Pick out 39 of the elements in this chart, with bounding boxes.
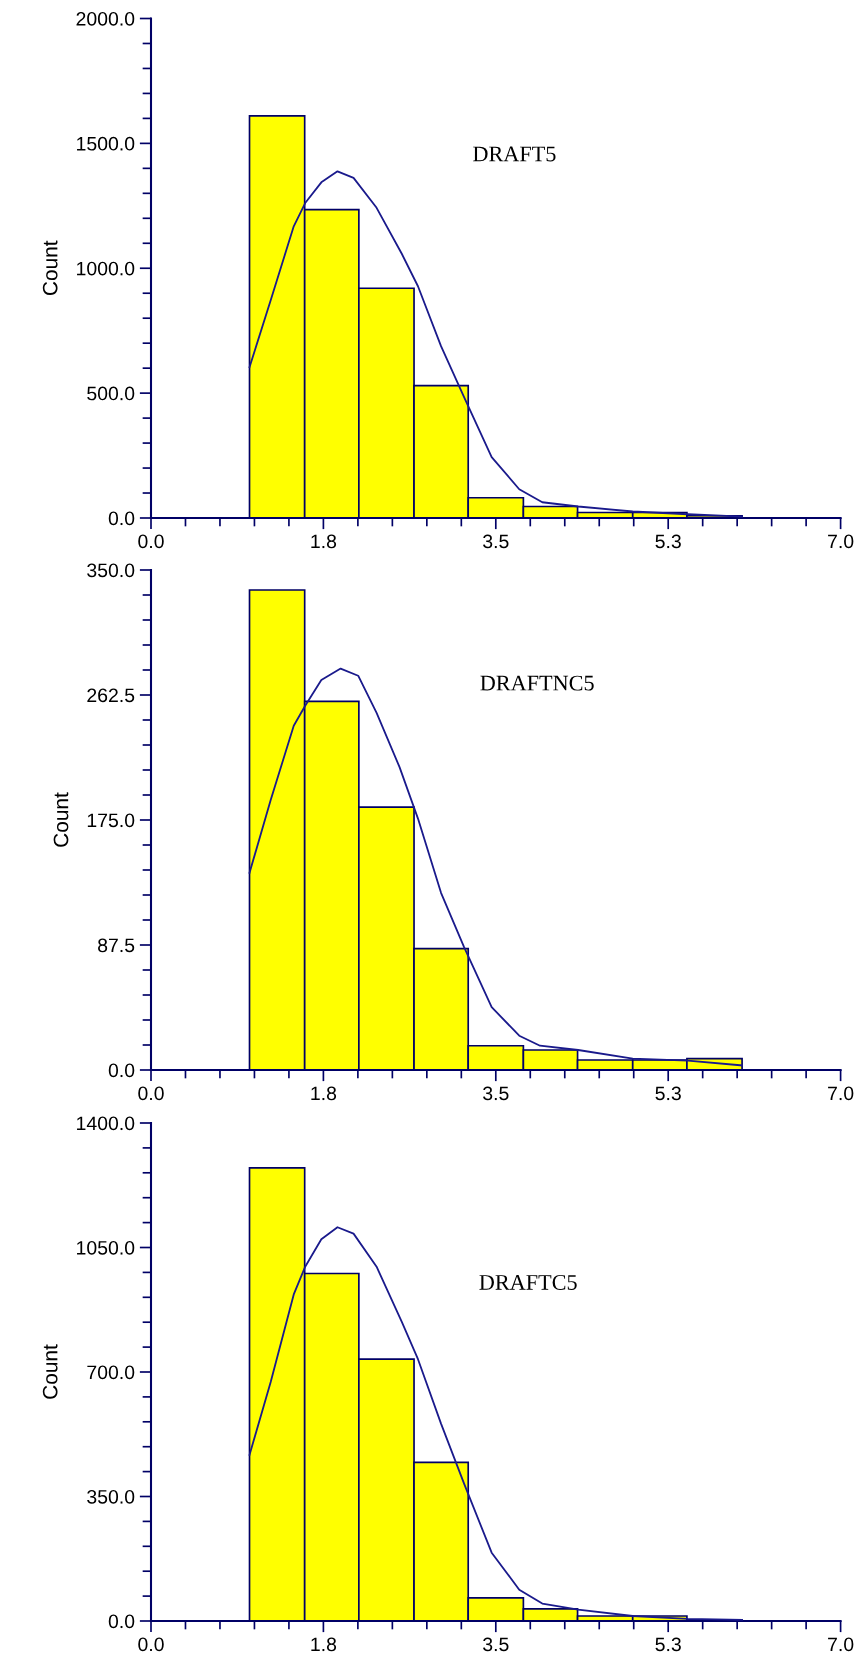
y-tick-label: 0.0 bbox=[108, 1614, 135, 1629]
text: DRAFTC5 bbox=[479, 1274, 577, 1290]
x-tick-label: 0.0 bbox=[138, 534, 164, 549]
y-tick-label: 87.5 bbox=[98, 938, 135, 953]
y-tick-label: 262.5 bbox=[87, 688, 135, 703]
y-tick-label: 1400.0 bbox=[77, 1116, 135, 1131]
x-tick-label: 1.8 bbox=[311, 534, 337, 549]
line-series bbox=[248, 170, 743, 518]
x-tick-label: 0.0 bbox=[138, 1637, 164, 1652]
y-tick-label: 1050.0 bbox=[77, 1240, 135, 1255]
y-tick-label: 700.0 bbox=[87, 1365, 135, 1380]
x-tick-label: 1.8 bbox=[311, 1637, 337, 1652]
x-tick-label: 1.8 bbox=[311, 1086, 337, 1101]
text: DRAFT5 bbox=[473, 146, 556, 162]
y-tick-label: 350.0 bbox=[87, 1489, 135, 1504]
x-tick-label: 7.0 bbox=[828, 1637, 854, 1652]
y-axis-title: Count bbox=[42, 240, 58, 295]
y-tick-label: 0.0 bbox=[108, 1063, 135, 1078]
y-tick-label: 350.0 bbox=[87, 563, 135, 578]
x-tick-label: 3.5 bbox=[483, 1086, 509, 1101]
x-tick-label: 5.3 bbox=[655, 534, 681, 549]
x-tick-label: 3.5 bbox=[483, 1637, 509, 1652]
x-tick-label: 5.3 bbox=[655, 1086, 681, 1101]
y-tick-label: 1500.0 bbox=[77, 136, 135, 151]
y-axis-title: Count bbox=[53, 792, 69, 847]
x-tick-label: 3.5 bbox=[483, 534, 509, 549]
y-tick-label: 500.0 bbox=[87, 386, 135, 401]
x-tick-label: 7.0 bbox=[828, 534, 854, 549]
y-tick-label: 1000.0 bbox=[77, 261, 135, 276]
y-tick-label: 175.0 bbox=[87, 813, 135, 828]
x-tick-label: 7.0 bbox=[828, 1086, 854, 1101]
y-tick-label: 0.0 bbox=[108, 511, 135, 526]
y-axis-title: Count bbox=[42, 1344, 58, 1399]
text: DRAFTNC5 bbox=[480, 675, 594, 691]
line-series bbox=[248, 1226, 743, 1621]
y-tick-label: 2000.0 bbox=[76, 11, 135, 26]
x-tick-label: 0.0 bbox=[138, 1086, 164, 1101]
line-series bbox=[248, 667, 743, 1067]
x-tick-label: 5.3 bbox=[655, 1637, 681, 1652]
